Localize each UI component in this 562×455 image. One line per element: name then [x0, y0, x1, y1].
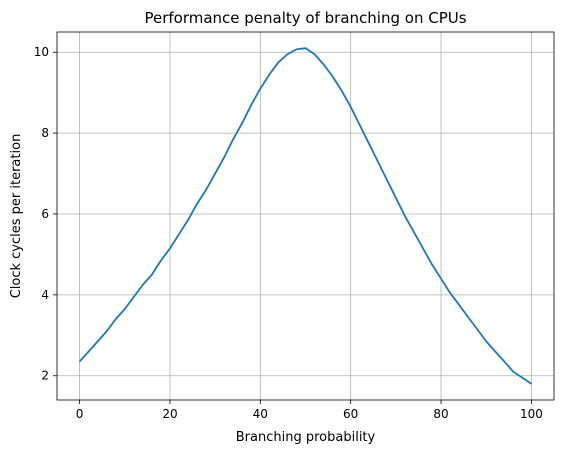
y-tick-label: 10: [34, 45, 49, 59]
plot-frame: [56, 31, 555, 401]
y-tick-label: 8: [41, 126, 49, 140]
y-axis-label: Clock cycles per iteration: [9, 134, 24, 299]
y-tick-label: 2: [41, 369, 49, 383]
grid-lines: [57, 32, 554, 400]
x-tick-label: 60: [343, 407, 358, 421]
x-tick-label: 80: [433, 407, 448, 421]
y-tick-label: 4: [41, 288, 49, 302]
series-lines: [78, 47, 532, 385]
x-axis-label: Branching probability: [236, 430, 376, 445]
x-tick-label: 20: [162, 407, 177, 421]
axis-ticks: 0 20 40 60 80 100 2 4 6 8 10: [34, 45, 543, 421]
x-tick-label: 40: [253, 407, 268, 421]
x-tick-label: 0: [76, 407, 84, 421]
x-tick-label: 100: [520, 407, 543, 421]
y-tick-label: 6: [41, 207, 49, 221]
series-line: [78, 47, 532, 385]
chart-title: Performance penalty of branching on CPUs: [144, 9, 466, 27]
